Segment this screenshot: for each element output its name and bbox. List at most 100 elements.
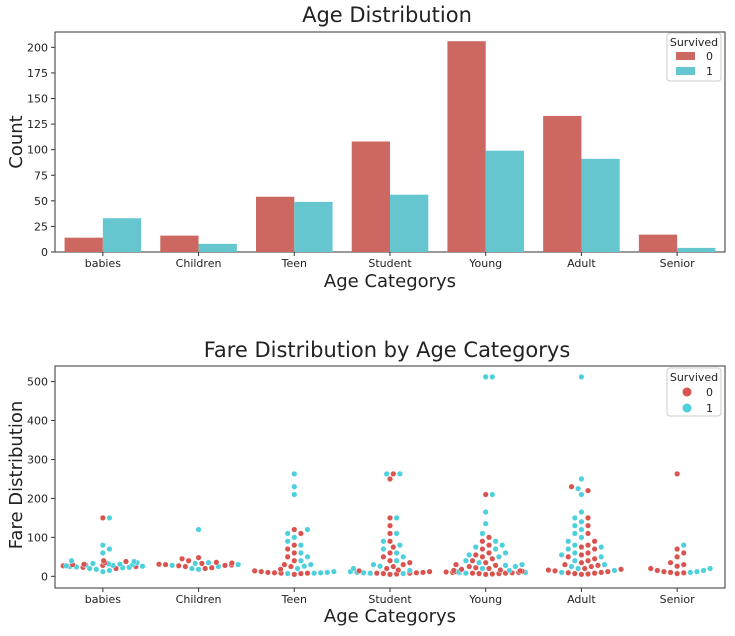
bar-teen-survived-1 [294,202,332,252]
chart2-legend-title: Survived [670,371,718,384]
point-young-survived-0 [486,566,492,572]
chart2-xtick-label: Adult [567,593,596,606]
point-young-survived-0 [443,569,449,575]
point-student-survived-0 [384,566,390,572]
point-student-survived-1 [394,515,400,521]
point-adult-survived-1 [572,531,578,537]
point-babies-survived-1 [64,563,70,569]
point-babies-survived-1 [140,563,146,569]
point-teen-survived-1 [291,492,297,498]
point-young-survived-1 [476,560,482,566]
bar-young-survived-0 [447,41,485,252]
point-senior-survived-1 [707,566,713,572]
point-student-survived-0 [420,570,426,576]
point-young-survived-0 [480,554,486,560]
bar-young-survived-1 [486,151,524,252]
point-young-survived-1 [466,552,472,558]
point-adult-survived-0 [579,544,585,550]
point-student-survived-0 [387,531,393,537]
point-adult-survived-1 [559,570,565,576]
chart2-xtick-label: Teen [281,593,307,606]
chart2-legend-label-1: 1 [706,402,713,415]
point-adult-survived-0 [562,562,568,568]
point-young-survived-1 [507,568,513,574]
chart1-xlabel: Age Categorys [324,271,456,292]
point-student-survived-1 [381,538,387,544]
point-student-survived-0 [427,569,433,575]
point-student-survived-1 [397,471,403,477]
point-young-survived-0 [483,572,489,578]
point-teen-survived-0 [291,572,297,578]
point-senior-survived-0 [674,546,680,552]
point-senior-survived-1 [701,568,707,574]
point-senior-survived-0 [681,550,687,556]
point-student-survived-1 [394,558,400,564]
point-student-survived-0 [356,568,362,574]
point-young-survived-1 [463,558,469,564]
point-adult-survived-0 [592,570,598,576]
point-adult-survived-0 [579,572,585,578]
point-children-survived-0 [214,559,220,565]
point-teen-survived-0 [272,570,278,576]
point-teen-survived-0 [288,564,294,570]
point-adult-survived-0 [589,564,595,570]
point-adult-survived-0 [618,567,624,573]
point-adult-survived-1 [572,550,578,556]
point-teen-survived-1 [305,527,311,533]
point-adult-survived-0 [585,550,591,556]
point-teen-survived-0 [252,568,258,574]
chart1-ytick-label: 100 [27,144,48,157]
point-teen-survived-0 [285,554,291,560]
chart1-xtick-label: babies [85,257,122,270]
point-student-survived-0 [391,564,397,570]
point-senior-survived-1 [694,569,700,575]
bar-adult-survived-1 [581,159,619,252]
point-student-survived-1 [394,550,400,556]
point-adult-survived-1 [572,515,578,521]
point-young-survived-1 [483,374,489,380]
point-children-survived-0 [202,566,208,572]
chart2-legend-label-0: 0 [706,386,713,399]
chart1-xtick-label: Student [368,257,412,270]
point-adult-survived-1 [572,523,578,529]
point-teen-survived-1 [291,471,297,477]
point-student-survived-1 [394,531,400,537]
point-teen-survived-1 [298,542,304,548]
point-young-survived-1 [519,562,525,568]
point-student-survived-0 [391,544,397,550]
chart1-xtick-label: Senior [660,257,696,270]
point-senior-survived-0 [681,562,687,568]
chart2-xlabel: Age Categorys [324,606,456,627]
point-babies-survived-0 [101,558,107,564]
point-adult-survived-0 [585,542,591,548]
point-senior-survived-1 [681,542,687,548]
point-teen-survived-1 [311,570,317,576]
point-adult-survived-0 [585,571,591,577]
point-teen-survived-1 [318,570,324,576]
point-children-survived-0 [186,558,192,564]
point-young-survived-0 [451,568,457,574]
point-adult-survived-1 [579,374,585,380]
point-children-survived-0 [199,561,205,567]
point-young-survived-0 [517,568,523,574]
point-adult-survived-1 [598,544,604,550]
point-teen-survived-0 [291,542,297,548]
point-senior-survived-0 [674,571,680,577]
point-adult-survived-0 [579,552,585,558]
point-adult-survived-1 [579,509,585,515]
point-teen-survived-0 [291,550,297,556]
chart1-legend-swatch-1 [676,67,695,75]
point-student-survived-1 [367,570,373,576]
point-teen-survived-1 [285,531,291,537]
point-adult-survived-0 [592,538,598,544]
point-teen-survived-0 [305,570,311,576]
chart2-xtick-label: Senior [660,593,696,606]
chart1-legend-title: Survived [670,36,718,49]
point-senior-survived-0 [655,568,661,574]
chart1-xtick-label: Children [176,257,222,270]
point-young-survived-1 [480,566,486,572]
point-adult-survived-1 [579,476,585,482]
chart2-xtick-label: Student [368,593,412,606]
point-children-survived-1 [169,563,175,569]
point-adult-survived-0 [592,546,598,552]
